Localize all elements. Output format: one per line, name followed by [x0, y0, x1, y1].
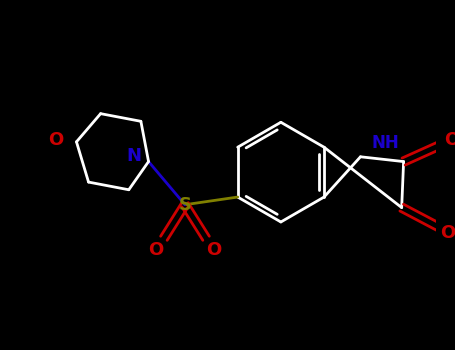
Text: O: O: [440, 224, 455, 241]
Text: S: S: [178, 196, 192, 214]
Text: O: O: [149, 241, 164, 259]
Text: O: O: [48, 131, 63, 149]
Text: N: N: [126, 147, 141, 165]
Text: O: O: [206, 241, 222, 259]
Text: O: O: [444, 132, 455, 149]
Text: NH: NH: [372, 134, 400, 152]
